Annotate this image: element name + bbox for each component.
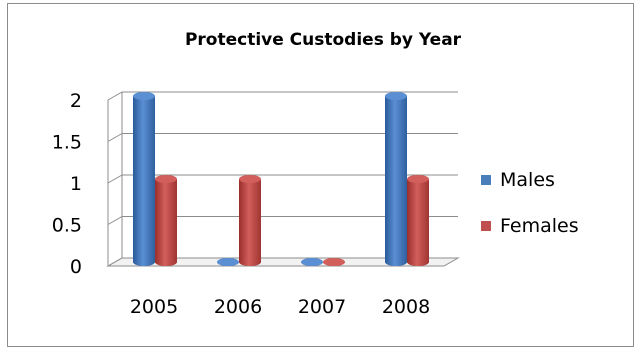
bar — [385, 92, 407, 266]
y-tick-label: 2 — [70, 90, 82, 112]
y-tick-label: 1.5 — [52, 132, 82, 154]
gridline-diag — [107, 216, 123, 225]
bar-top — [407, 175, 429, 183]
y-tick-label: 1 — [70, 173, 82, 195]
bar-top — [239, 175, 261, 183]
bar-top — [301, 258, 323, 266]
bar-top — [133, 92, 155, 100]
legend-swatch — [481, 175, 491, 185]
bar-body — [155, 179, 177, 266]
gridline-diag — [107, 91, 123, 101]
y-tick-label: 0.5 — [52, 215, 82, 237]
x-tick-label: 2006 — [214, 296, 262, 318]
bar — [407, 175, 429, 266]
bar-body — [239, 179, 261, 266]
bar — [217, 258, 239, 266]
y-tick-label: 0 — [70, 256, 82, 278]
legend-swatch — [481, 221, 491, 231]
gridline-diag — [107, 257, 123, 267]
bar-body — [133, 96, 155, 266]
bar-top — [217, 258, 239, 266]
bar — [155, 175, 177, 266]
bar-top — [323, 258, 345, 266]
legend-label: Males — [500, 169, 555, 191]
bar — [301, 258, 323, 266]
bar-top — [155, 175, 177, 183]
gridline-diag — [107, 174, 123, 184]
x-tick-label: 2007 — [298, 296, 346, 318]
bar-top — [385, 92, 407, 100]
x-tick-label: 2005 — [130, 296, 178, 318]
x-tick-label: 2008 — [382, 296, 430, 318]
bar-body — [385, 96, 407, 266]
bar — [239, 175, 261, 266]
bar-body — [407, 179, 429, 266]
legend-label: Females — [500, 215, 579, 237]
chart-title: Protective Custodies by Year — [184, 30, 462, 50]
bar — [323, 258, 345, 266]
bar — [133, 92, 155, 266]
gridline-diag — [107, 133, 123, 142]
